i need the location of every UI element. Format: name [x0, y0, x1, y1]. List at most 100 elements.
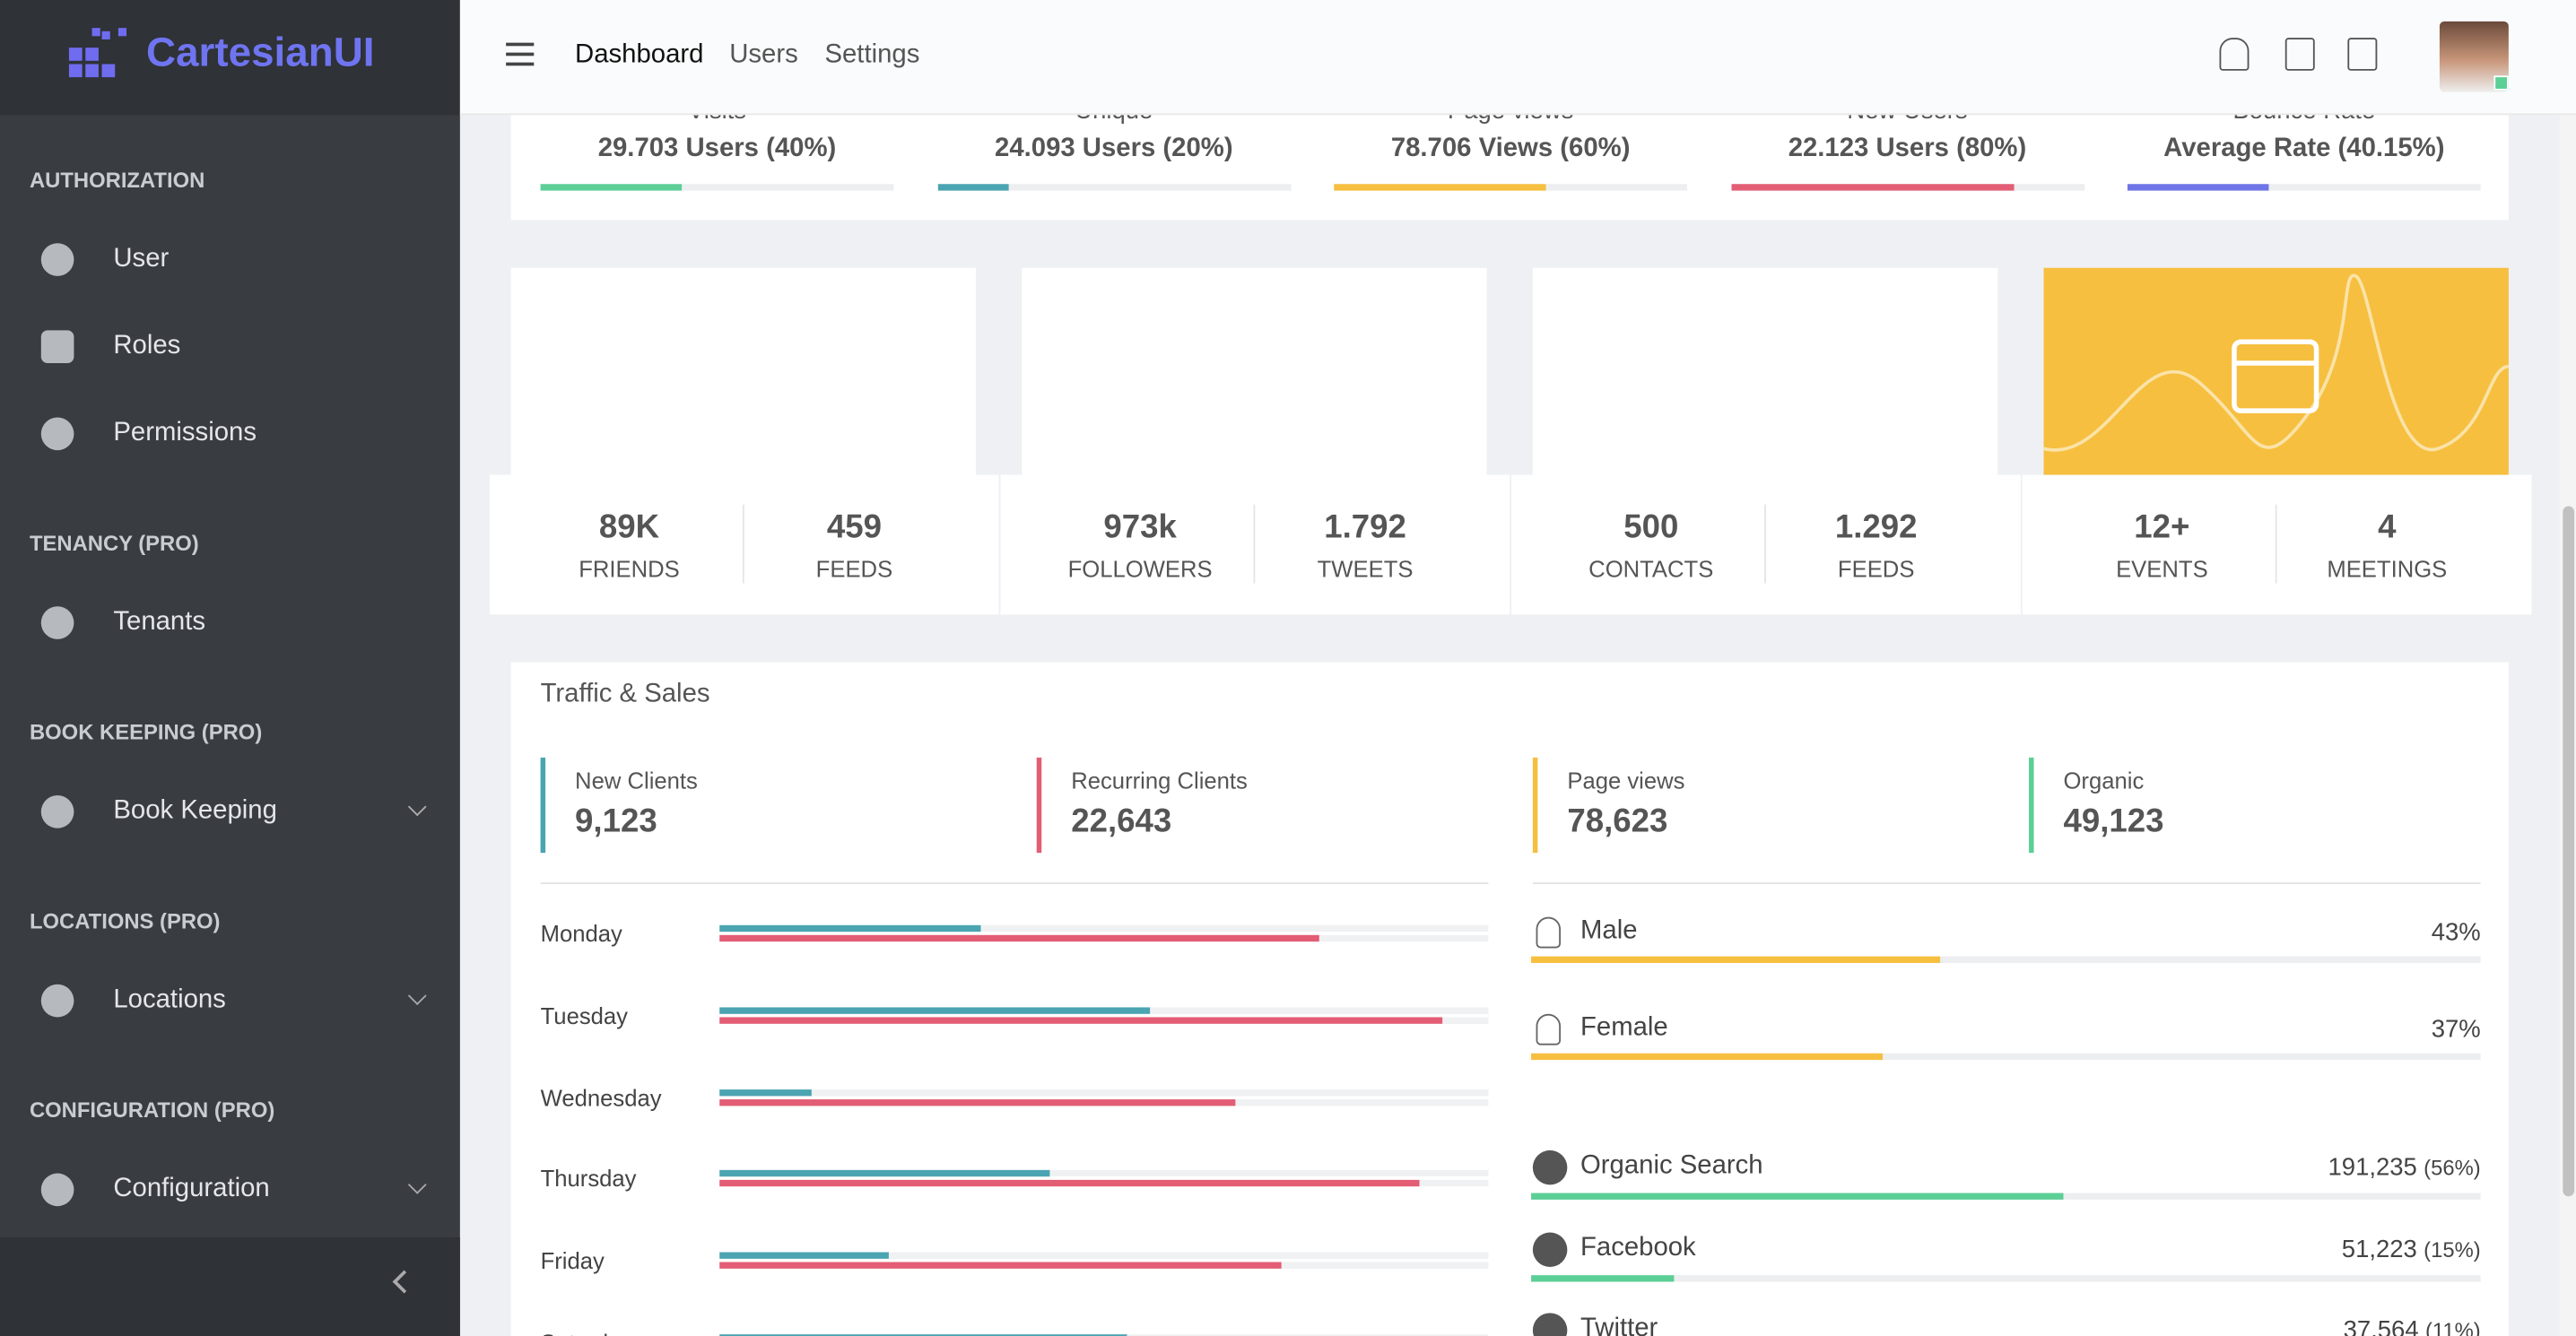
- stat-value: 22.123 Users (80%): [1788, 134, 2027, 163]
- sidebar-item[interactable]: Book Keeping: [113, 796, 277, 826]
- source-label: Organic Search: [1580, 1151, 1763, 1180]
- callout-label: Organic: [2063, 767, 2145, 794]
- bar: [719, 1180, 1420, 1187]
- sidebar-item[interactable]: User: [113, 245, 170, 273]
- social-card-header: [1532, 267, 1998, 475]
- scrollbar-thumb[interactable]: [2563, 506, 2575, 1197]
- callout-label: Page views: [1567, 767, 1685, 794]
- social-label: FEEDS: [1837, 555, 1915, 582]
- callout-border: [2029, 757, 2034, 854]
- callout-border: [1532, 757, 1538, 854]
- progress-bar: [1730, 184, 2014, 191]
- status-dot: [2493, 75, 2509, 91]
- source-icon: [1532, 1313, 1568, 1336]
- sidebar-heading: BOOK KEEPING (PRO): [29, 719, 263, 745]
- callout-value: 78,623: [1567, 803, 1668, 840]
- separator: [540, 882, 1489, 884]
- social-label: FEEDS: [815, 555, 893, 582]
- callout-border: [1036, 757, 1042, 854]
- bar: [719, 1089, 813, 1096]
- sidebar-icon: [40, 243, 74, 276]
- social-value: 1.792: [1324, 509, 1406, 546]
- source-value: 191,235: [2328, 1153, 2417, 1182]
- social-value: 1.292: [1834, 509, 1918, 546]
- sidebar-heading: CONFIGURATION (PRO): [29, 1097, 275, 1123]
- logo-cell: [101, 64, 116, 78]
- gender-value: 37%: [2431, 1015, 2481, 1044]
- stat-value: 24.093 Users (20%): [995, 134, 1233, 163]
- divider: [2275, 504, 2277, 584]
- logo-cell: [101, 30, 110, 39]
- source-share: (11%): [2424, 1317, 2481, 1336]
- gender-label: Female: [1580, 1013, 1668, 1042]
- wave: [2043, 273, 2509, 452]
- source-icon: [1532, 1231, 1568, 1267]
- nav-link[interactable]: Users: [729, 40, 798, 69]
- social-card-body: [2022, 474, 2532, 615]
- sidebar-item[interactable]: Locations: [113, 985, 226, 1014]
- social-card-body: [489, 474, 999, 615]
- menu-line: [506, 52, 535, 56]
- sidebar-item[interactable]: Configuration: [113, 1175, 270, 1203]
- brand: CartesianUI: [146, 29, 375, 76]
- logo-cell: [85, 64, 99, 78]
- social-card-header: [2043, 267, 2509, 475]
- nav-link[interactable]: Dashboard: [575, 40, 704, 69]
- callout-value: 22,643: [1071, 803, 1172, 840]
- sidebar-item[interactable]: Roles: [113, 332, 181, 360]
- sidebar-heading: AUTHORIZATION: [29, 167, 205, 193]
- social-value: 4: [2378, 509, 2397, 546]
- messages[interactable]: [2347, 38, 2378, 71]
- separator: [1532, 882, 2481, 884]
- progress-track: [2127, 184, 2481, 191]
- nav-link[interactable]: Settings: [824, 40, 920, 69]
- gender-label: Male: [1580, 916, 1638, 945]
- day-label: Tuesday: [540, 1002, 629, 1028]
- traffic-card: [510, 662, 2509, 1336]
- social-label: FOLLOWERS: [1067, 555, 1213, 582]
- sidebar-icon: [40, 795, 74, 828]
- source-icon: [1532, 1149, 1568, 1185]
- progress-bar: [1334, 184, 1546, 191]
- social-value: 500: [1623, 509, 1679, 546]
- source-figures: 37,564 (11%): [2136, 1316, 2481, 1336]
- bar: [719, 1007, 1151, 1014]
- logo-cell: [68, 48, 83, 61]
- progress-track: [1531, 1053, 2481, 1061]
- divider: [1764, 504, 1766, 584]
- bar: [719, 1098, 1235, 1106]
- social-label: MEETINGS: [2327, 555, 2448, 582]
- progress-bar: [936, 184, 1008, 191]
- source-figures: 191,235 (56%): [2136, 1154, 2481, 1182]
- notifications[interactable]: [2219, 38, 2250, 71]
- sidebar: [0, 0, 460, 1336]
- progress-bar: [1531, 1193, 2063, 1200]
- sidebar-item[interactable]: Tenants: [113, 608, 206, 637]
- tasks[interactable]: [2284, 38, 2315, 71]
- source-value: 51,223: [2341, 1235, 2417, 1263]
- source-share: (15%): [2424, 1236, 2481, 1262]
- social-card-header: [510, 267, 976, 475]
- source-figures: 51,223 (15%): [2136, 1235, 2481, 1262]
- sidebar-icon: [40, 330, 74, 364]
- menu-line: [506, 62, 535, 65]
- sidebar-heading: TENANCY (PRO): [29, 530, 199, 556]
- day-label: Friday: [540, 1247, 605, 1274]
- day-label: Saturday: [541, 1330, 633, 1336]
- bar: [719, 1262, 1281, 1270]
- bar: [719, 1017, 1442, 1024]
- logo-cell: [117, 28, 127, 37]
- sidebar-icon: [40, 417, 74, 451]
- menu-toggle[interactable]: [506, 42, 535, 66]
- logo: [65, 28, 127, 81]
- bar: [719, 924, 981, 933]
- progress-bar: [1531, 1053, 1883, 1061]
- progress-track: [1531, 956, 2481, 963]
- source-share: (56%): [2424, 1155, 2481, 1180]
- source-label: Facebook: [1580, 1233, 1696, 1262]
- progress-track: [1531, 1274, 2481, 1281]
- callout-label: New Clients: [575, 767, 698, 794]
- day-label: Monday: [540, 920, 622, 947]
- stat-value: 78.706 Views (60%): [1390, 134, 1631, 163]
- sidebar-item[interactable]: Permissions: [113, 419, 257, 447]
